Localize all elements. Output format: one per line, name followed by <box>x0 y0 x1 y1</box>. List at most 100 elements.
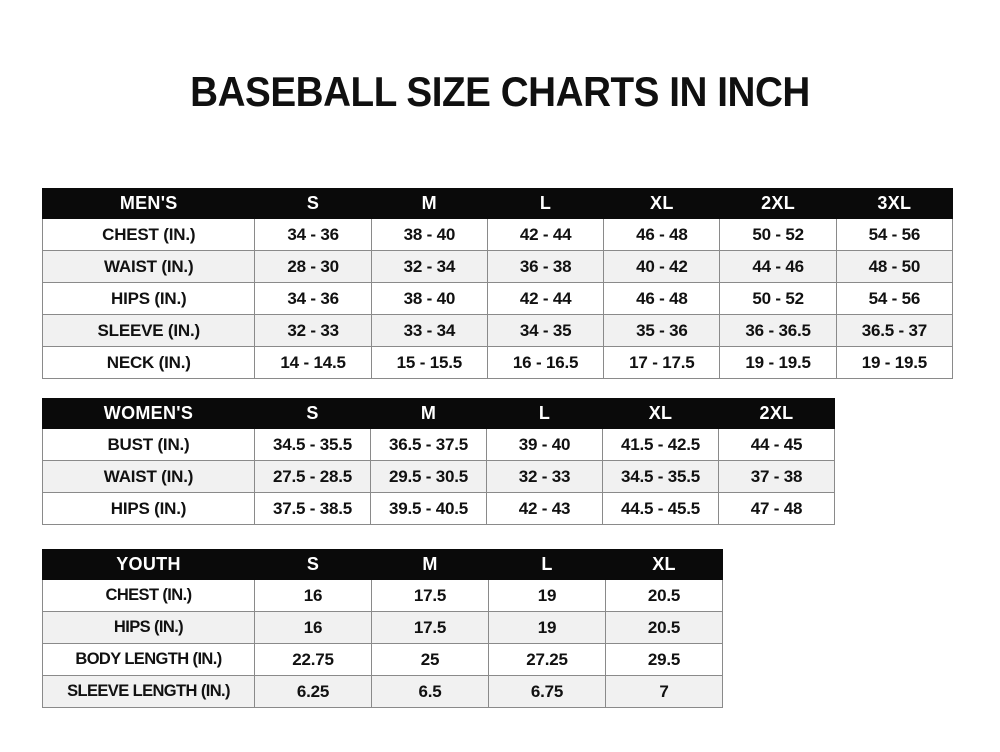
womens-corner-label: WOMEN'S <box>42 398 255 429</box>
cell-waist-2xl: 44 - 46 <box>719 250 837 283</box>
cell-neck-3xl: 19 - 19.5 <box>835 346 954 379</box>
cell-hips-m: 17.5 <box>371 611 489 644</box>
table-row: BUST (IN.) 34.5 - 35.5 36.5 - 37.5 39 - … <box>42 428 835 461</box>
womens-table-head: WOMEN'S S M L XL 2XL <box>42 398 835 429</box>
cell-body-length-s: 22.75 <box>254 643 372 676</box>
mens-col-header-3xl: 3XL <box>835 188 954 219</box>
mens-col-header-s: S <box>254 188 372 219</box>
cell-neck-2xl: 19 - 19.5 <box>719 346 837 379</box>
cell-neck-m: 15 - 15.5 <box>370 346 488 379</box>
youth-col-header-m: M <box>371 549 489 580</box>
row-label-waist: WAIST (IN.) <box>41 250 256 283</box>
cell-hips-xl: 46 - 48 <box>603 282 721 315</box>
cell-bust-l: 39 - 40 <box>486 428 603 461</box>
womens-header-row: WOMEN'S S M L XL 2XL <box>42 398 835 429</box>
cell-bust-xl: 41.5 - 42.5 <box>602 428 719 461</box>
cell-hips-xl: 44.5 - 45.5 <box>602 492 719 525</box>
cell-sleeve-m: 33 - 34 <box>370 314 488 347</box>
cell-sleeve-length-xl: 7 <box>605 675 723 708</box>
table-row: SLEEVE LENGTH (IN.) 6.25 6.5 6.75 7 <box>42 675 723 708</box>
cell-sleeve-2xl: 36 - 36.5 <box>719 314 837 347</box>
row-label-hips: HIPS (IN.) <box>41 282 256 315</box>
cell-waist-s: 28 - 30 <box>254 250 372 283</box>
table-row: HIPS (IN.) 16 17.5 19 20.5 <box>42 611 723 644</box>
mens-col-header-2xl: 2XL <box>719 188 837 219</box>
youth-col-header-xl: XL <box>605 549 723 580</box>
womens-col-header-xl: XL <box>602 398 719 429</box>
womens-size-table: WOMEN'S S M L XL 2XL BUST (IN.) 34.5 - 3… <box>42 398 835 525</box>
row-label-chest: CHEST (IN.) <box>41 218 256 251</box>
cell-waist-m: 32 - 34 <box>370 250 488 283</box>
cell-sleeve-length-s: 6.25 <box>254 675 372 708</box>
cell-body-length-l: 27.25 <box>488 643 606 676</box>
row-label-waist: WAIST (IN.) <box>42 460 255 493</box>
table-row: NECK (IN.) 14 - 14.5 15 - 15.5 16 - 16.5… <box>41 346 954 379</box>
womens-table-body: BUST (IN.) 34.5 - 35.5 36.5 - 37.5 39 - … <box>42 428 835 525</box>
cell-hips-xl: 20.5 <box>605 611 723 644</box>
youth-col-header-l: L <box>488 549 606 580</box>
cell-waist-s: 27.5 - 28.5 <box>254 460 371 493</box>
table-row: WAIST (IN.) 27.5 - 28.5 29.5 - 30.5 32 -… <box>42 460 835 493</box>
row-label-hips: HIPS (IN.) <box>42 611 255 644</box>
cell-chest-l: 19 <box>488 579 606 612</box>
cell-hips-m: 38 - 40 <box>370 282 488 315</box>
row-label-sleeve-length: SLEEVE LENGTH (IN.) <box>42 675 255 708</box>
row-label-sleeve: SLEEVE (IN.) <box>41 314 256 347</box>
cell-chest-m: 38 - 40 <box>370 218 488 251</box>
cell-body-length-m: 25 <box>371 643 489 676</box>
row-label-chest: CHEST (IN.) <box>42 579 255 612</box>
cell-sleeve-s: 32 - 33 <box>254 314 372 347</box>
page-title: BASEBALL SIZE CHARTS IN INCH <box>190 68 810 115</box>
cell-waist-xl: 40 - 42 <box>603 250 721 283</box>
cell-chest-3xl: 54 - 56 <box>835 218 954 251</box>
cell-hips-2xl: 50 - 52 <box>719 282 837 315</box>
cell-hips-s: 37.5 - 38.5 <box>254 492 371 525</box>
cell-sleeve-l: 34 - 35 <box>486 314 605 347</box>
cell-bust-s: 34.5 - 35.5 <box>254 428 371 461</box>
cell-chest-xl: 46 - 48 <box>603 218 721 251</box>
mens-table-body: CHEST (IN.) 34 - 36 38 - 40 42 - 44 46 -… <box>41 218 954 379</box>
cell-sleeve-3xl: 36.5 - 37 <box>835 314 954 347</box>
table-row: BODY LENGTH (IN.) 22.75 25 27.25 29.5 <box>42 643 723 676</box>
cell-hips-s: 16 <box>254 611 372 644</box>
youth-col-header-s: S <box>254 549 372 580</box>
table-row: WAIST (IN.) 28 - 30 32 - 34 36 - 38 40 -… <box>41 250 954 283</box>
mens-table-head: MEN'S S M L XL 2XL 3XL <box>41 188 954 219</box>
table-row: SLEEVE (IN.) 32 - 33 33 - 34 34 - 35 35 … <box>41 314 954 347</box>
cell-hips-s: 34 - 36 <box>254 282 372 315</box>
cell-neck-xl: 17 - 17.5 <box>603 346 721 379</box>
cell-waist-l: 36 - 38 <box>486 250 605 283</box>
youth-size-table: YOUTH S M L XL CHEST (IN.) 16 17.5 19 20… <box>42 549 723 708</box>
cell-hips-l: 19 <box>488 611 606 644</box>
cell-hips-m: 39.5 - 40.5 <box>370 492 487 525</box>
cell-hips-l: 42 - 44 <box>486 282 605 315</box>
row-label-body-length: BODY LENGTH (IN.) <box>42 643 255 676</box>
womens-col-header-s: S <box>254 398 371 429</box>
cell-hips-l: 42 - 43 <box>486 492 603 525</box>
cell-neck-s: 14 - 14.5 <box>254 346 372 379</box>
mens-col-header-l: L <box>486 188 605 219</box>
table-row: CHEST (IN.) 16 17.5 19 20.5 <box>42 579 723 612</box>
table-row: CHEST (IN.) 34 - 36 38 - 40 42 - 44 46 -… <box>41 218 954 251</box>
cell-chest-xl: 20.5 <box>605 579 723 612</box>
youth-header-row: YOUTH S M L XL <box>42 549 723 580</box>
womens-col-header-m: M <box>370 398 487 429</box>
cell-hips-2xl: 47 - 48 <box>718 492 835 525</box>
cell-waist-3xl: 48 - 50 <box>835 250 954 283</box>
mens-header-row: MEN'S S M L XL 2XL 3XL <box>41 188 954 219</box>
cell-chest-m: 17.5 <box>371 579 489 612</box>
cell-bust-2xl: 44 - 45 <box>718 428 835 461</box>
mens-col-header-xl: XL <box>603 188 721 219</box>
cell-bust-m: 36.5 - 37.5 <box>370 428 487 461</box>
cell-waist-m: 29.5 - 30.5 <box>370 460 487 493</box>
cell-sleeve-length-m: 6.5 <box>371 675 489 708</box>
table-row: HIPS (IN.) 34 - 36 38 - 40 42 - 44 46 - … <box>41 282 954 315</box>
row-label-hips: HIPS (IN.) <box>42 492 255 525</box>
cell-chest-l: 42 - 44 <box>486 218 605 251</box>
youth-table-head: YOUTH S M L XL <box>42 549 723 580</box>
mens-col-header-m: M <box>370 188 488 219</box>
cell-waist-2xl: 37 - 38 <box>718 460 835 493</box>
row-label-bust: BUST (IN.) <box>42 428 255 461</box>
cell-chest-2xl: 50 - 52 <box>719 218 837 251</box>
youth-table-body: CHEST (IN.) 16 17.5 19 20.5 HIPS (IN.) 1… <box>42 579 723 708</box>
